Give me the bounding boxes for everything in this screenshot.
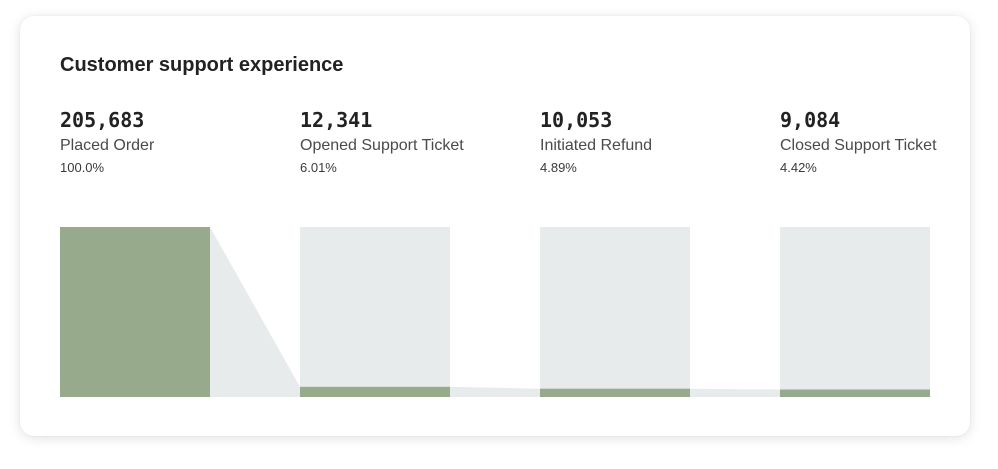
stat-percent: 4.89% <box>540 160 577 175</box>
stat-value: 10,053 <box>540 108 613 132</box>
stat-percent: 100.0% <box>60 160 105 175</box>
funnel-bar <box>60 227 210 397</box>
stat-value: 12,341 <box>300 108 373 132</box>
funnel-track <box>780 227 930 397</box>
stat-opened-support-ticket: 12,341 Opened Support Ticket 6.01% <box>300 108 500 176</box>
stat-value: 9,084 <box>780 108 841 132</box>
stat-initiated-refund: 10,053 Initiated Refund 4.89% <box>540 108 740 176</box>
stat-percent: 6.01% <box>300 160 337 175</box>
stat-label: Initiated Refund <box>540 137 653 154</box>
stat-closed-support-ticket: 9,084 Closed Support Ticket 4.42% <box>780 108 980 176</box>
stat-percent: 4.42% <box>780 160 817 175</box>
stat-placed-order: 205,683 Placed Order 100.0% <box>60 108 260 176</box>
chart-card: Customer support experience 205,683 Plac… <box>20 16 970 436</box>
stat-value: 205,683 <box>60 108 145 132</box>
funnel-connector <box>210 227 300 397</box>
chart-title: Customer support experience <box>60 54 344 76</box>
stat-label: Placed Order <box>60 137 155 154</box>
funnel-bar <box>780 389 930 397</box>
funnel-chart <box>60 227 930 397</box>
stat-label: Opened Support Ticket <box>300 137 464 154</box>
funnel-track <box>300 227 450 397</box>
funnel-bar <box>540 388 690 397</box>
funnel-track <box>540 227 690 397</box>
stat-label: Closed Support Ticket <box>780 137 937 154</box>
funnel-connector <box>450 386 540 397</box>
funnel-connector <box>690 388 780 397</box>
funnel-bar <box>300 386 450 397</box>
